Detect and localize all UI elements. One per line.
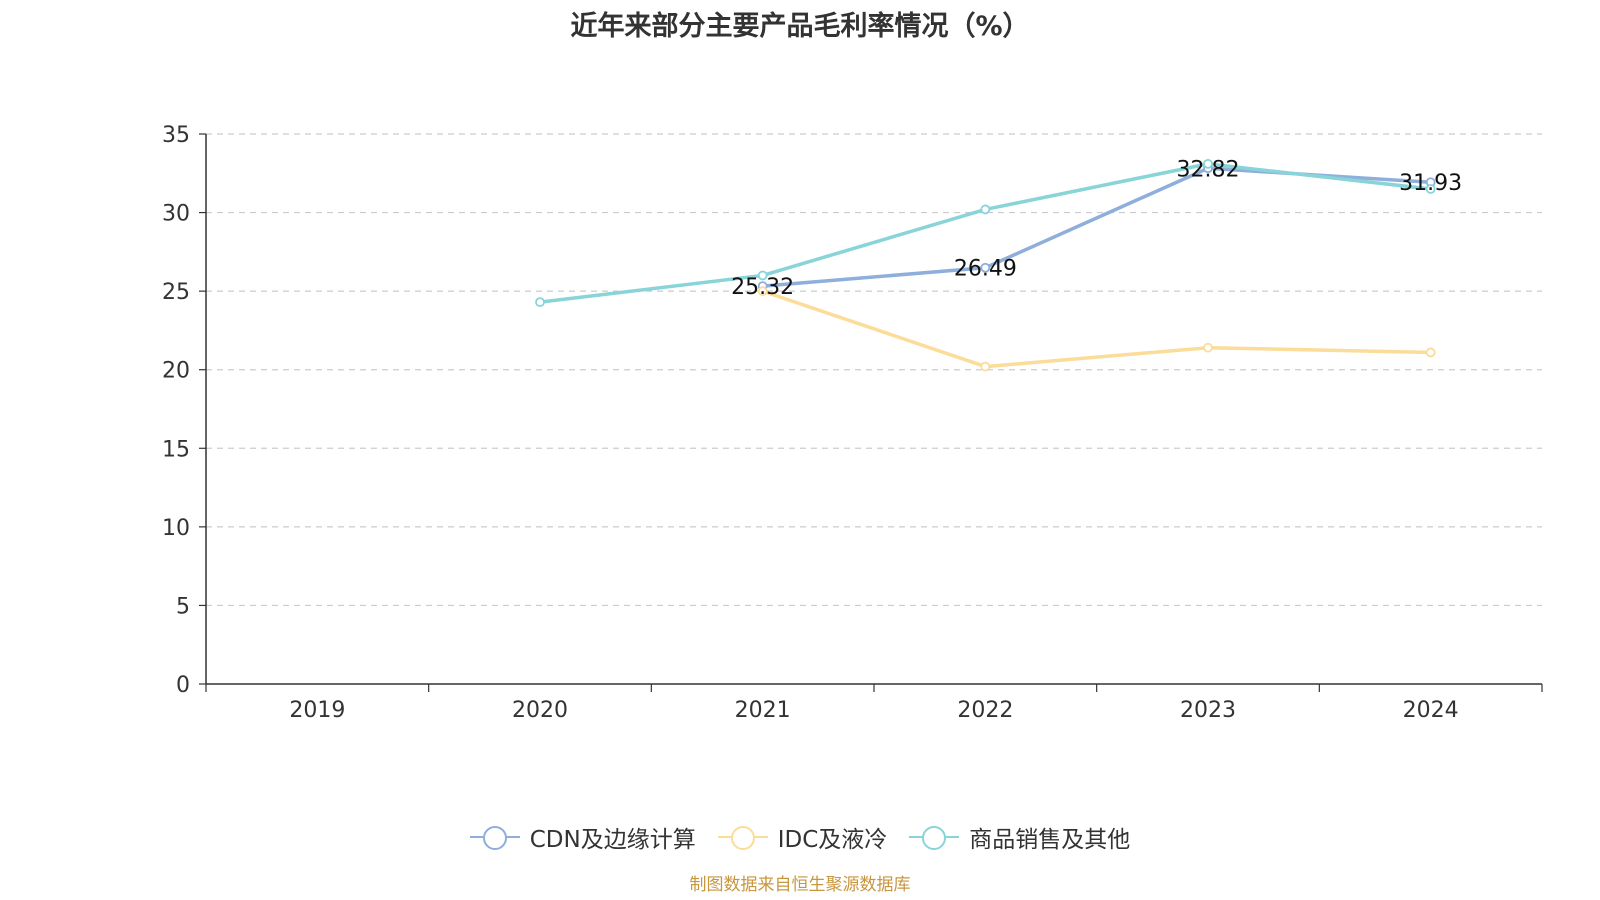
legend-label: 商品销售及其他 xyxy=(969,827,1131,853)
data-labels: 25.32 26.49 32.82 31.93 xyxy=(731,157,1462,300)
data-point xyxy=(1203,158,1213,169)
legend-label: CDN及边缘计算 xyxy=(529,827,696,853)
x-tick-label: 2022 xyxy=(957,698,1013,723)
data-label: 26.49 xyxy=(954,257,1017,282)
data-point xyxy=(757,286,768,297)
y-tick-label: 30 xyxy=(162,202,190,227)
x-tick-label: 2024 xyxy=(1403,698,1459,723)
x-tick-label: 2020 xyxy=(512,698,568,723)
legend-item[interactable]: IDC及液冷 xyxy=(717,820,888,854)
data-point xyxy=(1425,184,1436,194)
y-tick-label: 20 xyxy=(162,359,190,384)
data-point xyxy=(757,270,768,281)
data-point xyxy=(980,204,991,215)
legend-item[interactable]: 商品销售及其他 xyxy=(909,820,1130,854)
data-label: 31.93 xyxy=(1399,171,1462,196)
y-tick-label: 25 xyxy=(162,280,190,305)
x-tick-label: 2019 xyxy=(289,698,345,723)
legend-line-marker-icon xyxy=(469,825,520,850)
legend-line-marker-icon xyxy=(717,825,768,850)
y-tick-label: 0 xyxy=(176,673,190,698)
data-point xyxy=(980,361,991,372)
axes: 0 5 10 15 20 25 30 35 2019 2020 2021 2022 2023 2024 xyxy=(162,123,1543,723)
chart-title: 近年来部分主要产品毛利率情况（%） xyxy=(570,11,1030,42)
data-point xyxy=(980,262,991,273)
data-point xyxy=(1203,342,1213,353)
x-tick-label: 2021 xyxy=(735,698,791,723)
grid-lines xyxy=(206,133,1542,607)
series-lines xyxy=(535,158,1436,372)
y-tick-label: 10 xyxy=(162,516,190,541)
data-point xyxy=(1425,347,1436,358)
y-tick-label: 35 xyxy=(162,123,190,148)
data-point xyxy=(535,297,545,308)
series-line-1 xyxy=(762,289,1431,369)
legend-line-marker-icon xyxy=(909,825,960,850)
y-tick-label: 15 xyxy=(162,437,190,462)
legend-label: IDC及液冷 xyxy=(777,827,888,853)
source-note: 制图数据来自恒生聚源数据库 xyxy=(689,875,911,895)
x-tick-label: 2023 xyxy=(1180,698,1236,723)
legend-item[interactable]: CDN及边缘计算 xyxy=(469,820,696,854)
data-label: 25.32 xyxy=(731,275,794,300)
data-label: 32.82 xyxy=(1177,157,1240,182)
y-tick-label: 5 xyxy=(176,594,190,619)
legend: CDN及边缘计算 IDC及液冷 商品销售及其他 xyxy=(0,820,1600,854)
